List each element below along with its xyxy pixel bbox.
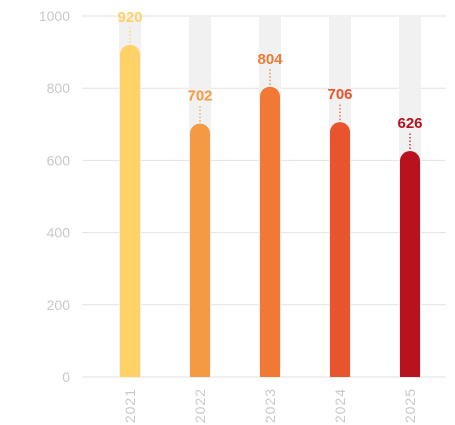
x-tick-label: 2021 [122,388,138,423]
y-tick-label: 400 [47,225,71,241]
value-label: 702 [187,88,212,105]
bar [260,86,280,378]
x-tick-label: 2023 [262,388,278,423]
x-tick-label: 2022 [192,388,208,423]
label-layer: 0 200 400 600 800 1000 920 2021 702 2022 804 2023 70… [39,8,423,423]
x-tick-label: 2025 [402,388,418,423]
y-tick-label: 1000 [39,8,70,24]
y-tick-label: 600 [47,152,71,168]
bar [120,44,140,377]
bar [330,122,350,378]
value-label: 706 [327,86,352,103]
y-tick-label: 200 [47,297,71,313]
value-label: 626 [397,115,422,132]
value-label: 920 [117,9,142,26]
value-label: 804 [257,51,283,68]
y-tick-label: 0 [62,369,70,385]
x-tick-label: 2024 [332,388,348,423]
y-tick-label: 800 [47,80,71,96]
bar [400,151,420,377]
bar-layer [120,26,420,378]
bar [190,123,210,377]
